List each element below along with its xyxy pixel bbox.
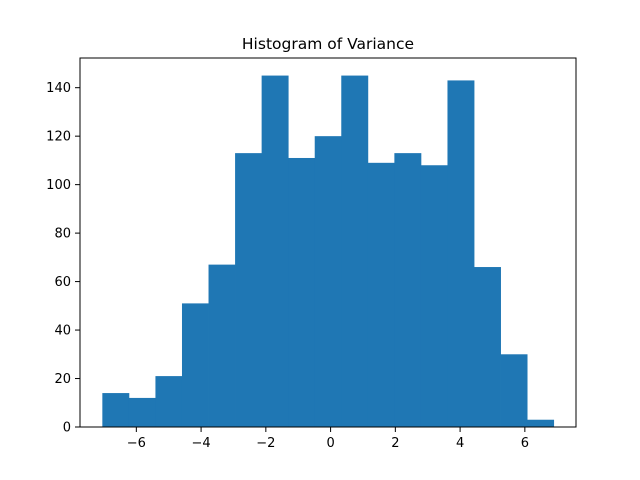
x-tick-label: 6 (521, 436, 529, 451)
y-axis-ticks: 0 20 40 60 80 100 120 140 (46, 81, 80, 436)
y-tick-label: 40 (54, 324, 71, 339)
x-axis-ticks: −6 −4 −2 0 2 4 6 (127, 427, 529, 451)
y-tick-label: 120 (46, 130, 71, 145)
histogram-bar (314, 136, 342, 427)
chart-title: Histogram of Variance (242, 35, 414, 53)
y-tick-label: 100 (46, 178, 71, 193)
histogram-bar (288, 157, 316, 428)
histogram-bars (102, 75, 555, 428)
histogram-bar (394, 153, 422, 427)
histogram-bar (341, 75, 369, 427)
histogram-bar (208, 264, 236, 427)
histogram-bar (367, 162, 395, 427)
y-tick-label: 0 (63, 421, 71, 436)
y-tick-label: 60 (54, 275, 71, 290)
axes-frame (79, 57, 577, 428)
x-tick-label: 4 (456, 436, 464, 451)
x-tick-label: −4 (192, 436, 211, 451)
x-tick-label: 2 (391, 436, 399, 451)
x-tick-label: 0 (326, 436, 334, 451)
histogram-bar (181, 303, 209, 427)
histogram-bar (128, 397, 156, 427)
histogram-bar (500, 354, 528, 427)
histogram-bar (235, 153, 263, 427)
histogram-bar (527, 419, 555, 427)
histogram-bar (474, 267, 501, 427)
y-tick-label: 20 (54, 372, 71, 387)
y-tick-label: 80 (54, 227, 71, 242)
histogram-bar (261, 75, 289, 427)
x-tick-label: −2 (256, 436, 275, 451)
histogram-bar (102, 393, 130, 427)
y-tick-label: 140 (46, 81, 71, 96)
x-tick-label: −6 (127, 436, 146, 451)
histogram-bar (420, 165, 448, 427)
histogram-bar (155, 376, 183, 427)
histogram-bar (447, 80, 475, 428)
